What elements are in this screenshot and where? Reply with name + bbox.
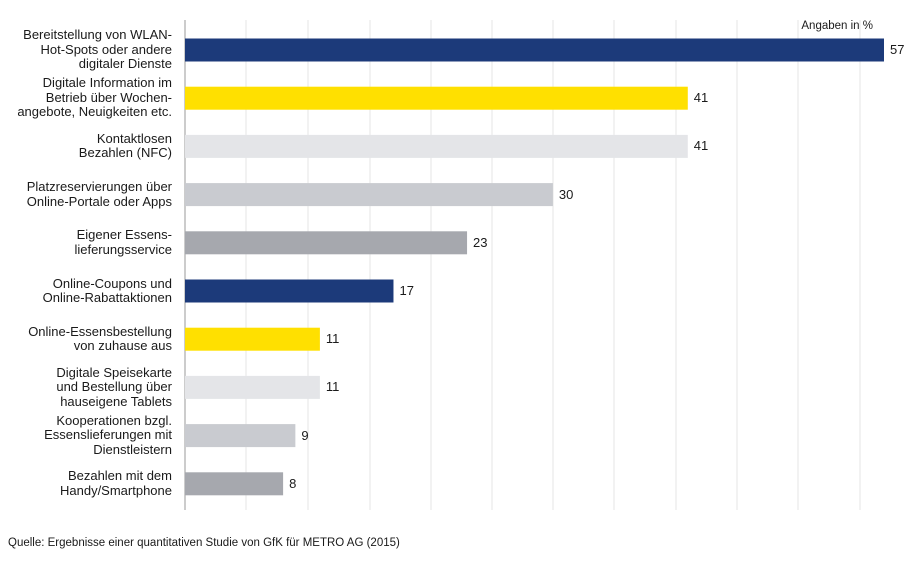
category-label: Online-Essensbestellung von zuhause aus xyxy=(0,323,172,354)
category-label-line: lieferungsservice xyxy=(74,241,172,257)
category-label: Digitale Speisekarte und Bestellung über h… xyxy=(0,364,172,410)
data-label: 41 xyxy=(693,90,709,106)
category-label: Kontaktlosen Bezahlen (NFC) xyxy=(0,130,172,161)
bar xyxy=(185,183,553,207)
data-label: 17 xyxy=(399,283,414,298)
category-label-line: Platzreservierungen über xyxy=(26,179,172,195)
category-label-line: Online-Rabattaktionen xyxy=(42,290,172,305)
data-label: 41 xyxy=(693,138,709,154)
category-label: Bereitstellung von WLAN- Hot-Spots oder a… xyxy=(0,28,172,72)
bar xyxy=(185,424,296,448)
bar xyxy=(185,472,284,496)
bar xyxy=(185,279,394,303)
category-label-line: Online-Essensbestellung xyxy=(28,323,172,339)
category-label-line: Online-Coupons und xyxy=(52,275,172,291)
category-label: Online-Coupons und Online-Rabattaktionen xyxy=(0,275,172,306)
category-label-line: Digitale Speisekarte xyxy=(56,364,172,380)
category-label-line: Betrieb über Wochen- xyxy=(45,89,172,105)
bar xyxy=(185,38,884,62)
category-label-line: Eigener Essens- xyxy=(76,227,172,243)
category-label-line: hauseigene Tablets xyxy=(60,393,172,409)
unit-note: Angaben in % xyxy=(801,20,873,32)
bar xyxy=(185,327,320,351)
data-label: 30 xyxy=(558,186,574,202)
category-label: Bezahlen mit dem Handy/Smartphone xyxy=(0,469,172,498)
category-label-line: Dienstleistern xyxy=(93,441,172,457)
category-label-line: Hot-Spots oder andere xyxy=(40,41,172,57)
category-label-line: Bereitstellung von WLAN- xyxy=(23,27,172,43)
category-label-line: Bezahlen mit dem xyxy=(67,468,172,484)
category-label: Eigener Essens-lieferungsservice xyxy=(0,228,172,257)
data-label: 23 xyxy=(473,234,488,250)
category-label-line: Kontaktlosen xyxy=(96,130,172,146)
category-label: Kooperationen bzgl. Essenslieferungen mit… xyxy=(0,412,172,458)
category-label-line: Kooperationen bzgl. xyxy=(56,412,172,428)
category-label-line: Online-Portale oder Apps xyxy=(26,193,172,209)
bar xyxy=(185,231,468,255)
category-label-line: digitaler Dienste xyxy=(78,56,172,72)
bar xyxy=(185,134,688,158)
category-label-line: und Bestellung über xyxy=(56,379,172,395)
data-label: 11 xyxy=(325,379,340,395)
data-label: 8 xyxy=(289,475,297,491)
data-label: 9 xyxy=(301,427,309,443)
category-label-line: Bezahlen (NFC) xyxy=(78,145,172,161)
bar xyxy=(185,375,320,399)
category-label-line: angebote, Neuigkeiten etc. xyxy=(17,104,172,120)
bar xyxy=(185,86,688,110)
category-label-line: Digitale Information im xyxy=(42,75,172,91)
data-label: 57 xyxy=(890,42,905,57)
category-label-line: von zuhause aus xyxy=(73,338,172,354)
category-label-line: Handy/Smartphone xyxy=(59,482,172,498)
data-label: 11 xyxy=(325,331,340,347)
source-note: Quelle: Ergebnisse einer quantitativen S… xyxy=(8,537,400,549)
category-label: Digitale Information im Betrieb über Woch… xyxy=(0,76,172,120)
category-label-line: Essenslieferungen mit xyxy=(44,427,172,443)
category-label: Platzreservierungen über Online-Portale o… xyxy=(0,180,172,209)
